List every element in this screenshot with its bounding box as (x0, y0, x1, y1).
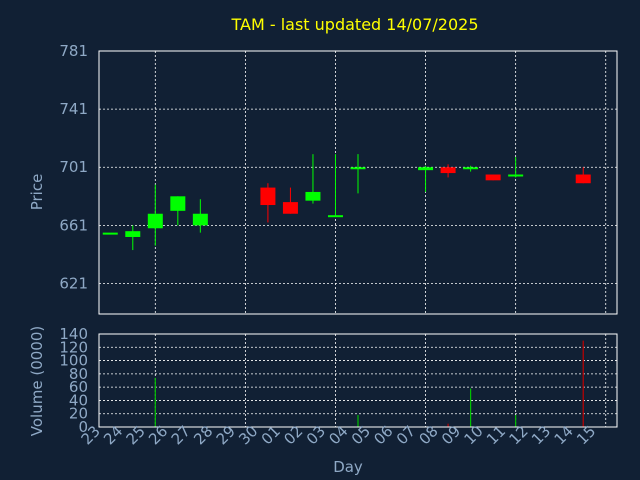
candle-body (192, 213, 208, 226)
candle-body (305, 191, 321, 201)
volume-y-tick-label: 140 (59, 325, 88, 343)
candle-body (260, 187, 276, 206)
volume-y-tick-label: 20 (69, 405, 88, 423)
volume-axis-label: Volume (0000) (28, 326, 46, 436)
candle-body (508, 174, 524, 177)
volume-y-tick-label: 100 (59, 352, 88, 370)
candle-body (282, 202, 298, 214)
price-y-tick-label: 621 (59, 274, 88, 292)
candle-body (102, 232, 118, 235)
volume-bars (154, 340, 584, 427)
volume-y-tick-label: 60 (69, 378, 88, 396)
price-candles (102, 154, 591, 251)
candle-body (125, 231, 141, 237)
price-y-tick-label: 701 (59, 158, 88, 176)
price-y-tick-label: 661 (59, 216, 88, 234)
price-axis-label: Price (28, 174, 46, 211)
price-y-tick-label: 781 (59, 42, 88, 60)
candle-body (147, 213, 163, 229)
x-tick-labels: 2324252627282930010203040506070809101112… (78, 422, 600, 448)
candle-body (440, 167, 456, 174)
volume-y-tick-label: 40 (69, 391, 88, 409)
candle-body (350, 167, 366, 170)
candle-body (170, 196, 186, 211)
candle-body (418, 167, 434, 171)
price-y-tick-labels: 621 661 701 741 781 (59, 42, 88, 292)
candle-body (327, 215, 343, 218)
price-y-tick-label: 741 (59, 100, 88, 118)
volume-y-tick-label: 80 (69, 365, 88, 383)
price-plot-frame (98, 50, 618, 315)
volume-plot-frame (98, 333, 618, 428)
candle-body (485, 174, 501, 181)
candle-body (575, 174, 591, 184)
x-axis-label: Day (333, 458, 363, 476)
volume-y-tick-label: 120 (59, 338, 88, 356)
volume-y-tick-label: 0 (78, 418, 88, 436)
candle-body (463, 167, 479, 170)
chart-title: TAM - last updated 14/07/2025 (230, 15, 478, 34)
